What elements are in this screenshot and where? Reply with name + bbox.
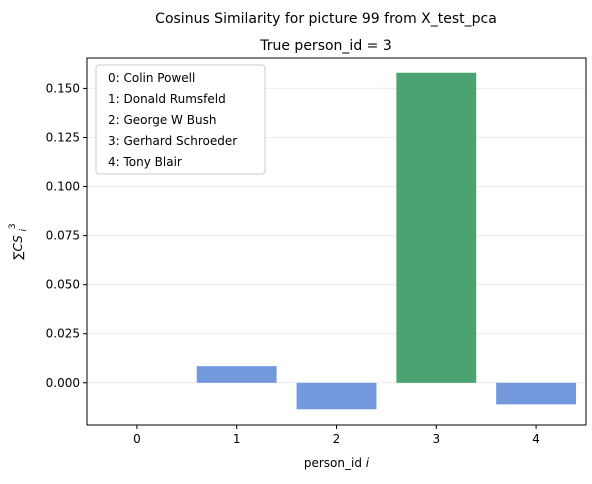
chart-title: Cosinus Similarity for picture 99 from X…: [155, 11, 497, 27]
bar-2: [296, 382, 377, 410]
legend: 0: Colin Powell 1: Donald Rumsfeld 2: Geor…: [95, 64, 266, 175]
legend-entry: 0: Colin Powell: [108, 71, 195, 85]
x-tick-label: 3: [432, 432, 440, 446]
y-tick-label: 0.025: [46, 327, 80, 341]
y-axis-label-superscript: 3: [8, 223, 18, 229]
y-axis: 0.000 0.025 0.050 0.075 0.100 0.125 0.150: [46, 81, 87, 390]
x-tick-label: 2: [333, 432, 341, 446]
legend-entry: 3: Gerhard Schroeder: [108, 134, 237, 148]
bars: [196, 72, 577, 410]
bar-1: [196, 366, 277, 383]
x-tick-label: 4: [532, 432, 540, 446]
x-tick-label: 0: [133, 432, 141, 446]
chart-subtitle: True person_id = 3: [259, 38, 392, 54]
y-axis-label-subscript: i: [19, 228, 29, 231]
y-tick-label: 0.000: [46, 376, 80, 390]
legend-box: [95, 64, 266, 175]
x-tick-label: 1: [233, 432, 241, 446]
y-axis-label-main: ∑CS: [11, 235, 25, 260]
legend-entry: 4: Tony Blair: [108, 155, 182, 169]
bar-3: [396, 72, 477, 383]
y-tick-label: 0.100: [46, 180, 80, 194]
y-tick-label: 0.050: [46, 278, 80, 292]
y-axis-label: ∑CS i 3: [8, 223, 29, 259]
y-tick-label: 0.125: [46, 130, 80, 144]
legend-entry: 2: George W Bush: [108, 113, 216, 127]
x-axis-label-variable: i: [366, 456, 370, 470]
x-axis-label-text: person_id: [304, 456, 362, 470]
x-axis-label: person_id i: [304, 456, 370, 470]
bar-4: [496, 382, 577, 405]
y-tick-label: 0.075: [46, 229, 80, 243]
x-axis: 0 1 2 3 4: [133, 425, 540, 446]
y-tick-label: 0.150: [46, 81, 80, 95]
legend-entry: 1: Donald Rumsfeld: [108, 92, 226, 106]
